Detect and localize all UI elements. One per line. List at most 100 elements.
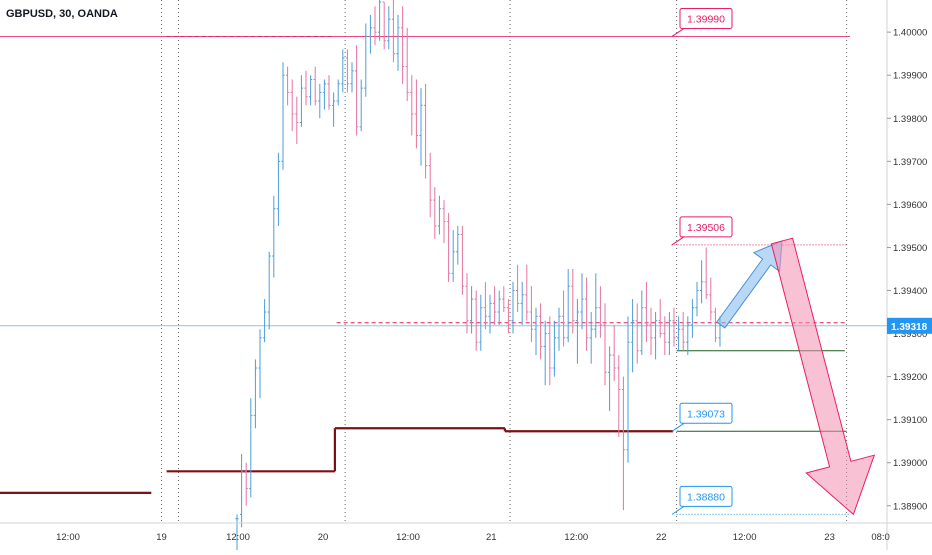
y-tick-label: 1.39600 [893,200,927,211]
candle [686,316,690,356]
candle [401,6,405,84]
candle [566,268,570,343]
y-tick-label: 1.39500 [893,243,927,254]
grid-layer [161,0,848,523]
candle [304,70,308,106]
candle [644,281,648,343]
callout-box [679,485,733,507]
candle [322,79,326,110]
candle [667,312,671,356]
price-callout: 1.39506 [671,216,733,246]
candle [267,251,271,330]
candle [387,6,391,50]
last-price-tag: 1.39318 [887,317,932,334]
candle [456,225,460,265]
projection-layer [716,237,876,516]
candle [631,299,635,373]
projection-arrow-up [716,240,783,329]
price-callout: 1.38880 [671,485,733,515]
candle [594,273,598,338]
price-callout: 1.39990 [671,7,733,37]
callout-text: 1.39990 [687,13,725,25]
candle [709,277,713,321]
candle [548,316,552,386]
candle [341,49,345,93]
candle [447,212,451,282]
candle [410,75,414,136]
callout-text: 1.38880 [687,491,725,503]
candle [414,79,418,149]
y-tick-label: 1.39700 [893,157,927,168]
candle [557,307,561,351]
candle [640,290,644,356]
candle [345,49,349,93]
candle [359,79,363,132]
candle [575,299,579,364]
candle [424,83,428,179]
candle [704,247,708,300]
candle [534,307,538,356]
candle [272,195,276,278]
callout-box [679,402,733,424]
candle [253,359,257,429]
candle [516,264,520,313]
candle [511,281,515,334]
candle [677,316,681,351]
candle [442,200,446,244]
last-price-bg [887,317,932,334]
candle [290,79,294,132]
candle [235,514,239,555]
candle [419,88,423,166]
x-tick-label: 12:00 [564,532,588,543]
candle [258,329,262,399]
candle [635,303,639,364]
candle [240,454,244,528]
callout-box [679,216,733,238]
candle [295,96,299,145]
candles-layer [235,0,722,555]
candle [479,294,483,351]
candle [281,62,285,170]
candle [364,23,368,97]
candle [309,75,313,106]
candle [562,290,566,347]
candle [658,299,662,338]
candle [608,346,612,412]
candle [299,75,303,127]
candle [488,294,492,334]
candle [700,260,704,304]
candle [437,195,441,235]
candle [378,0,382,41]
x-tick-label: 12:00 [396,532,420,543]
candle [502,286,506,313]
price-labels-layer: 1.39990 1.39506 1.39073 1.38880 [671,7,733,515]
last-price-text: 1.39318 [891,322,928,333]
candle [713,307,717,343]
candle [497,290,501,325]
x-tick-label: 12:00 [226,532,250,543]
callout-box [679,7,733,29]
callout-text: 1.39073 [687,408,725,420]
candle [493,286,497,325]
candle [451,230,455,282]
candle [263,299,267,343]
candle [474,290,478,351]
y-tick-label: 1.39900 [893,71,927,82]
x-tick-label: 20 [318,532,329,543]
candle [695,281,699,317]
candle [382,1,386,50]
candle [552,320,556,377]
candle [603,303,607,386]
candle [396,14,400,71]
candle [470,286,474,334]
candle [681,312,685,351]
candle [520,281,524,325]
y-tick-label: 1.39200 [893,372,927,383]
x-tick-label: 23 [824,532,835,543]
callout-text: 1.39506 [687,222,725,234]
price-callout: 1.39073 [671,402,733,432]
candle [391,0,395,63]
candle [276,152,280,226]
